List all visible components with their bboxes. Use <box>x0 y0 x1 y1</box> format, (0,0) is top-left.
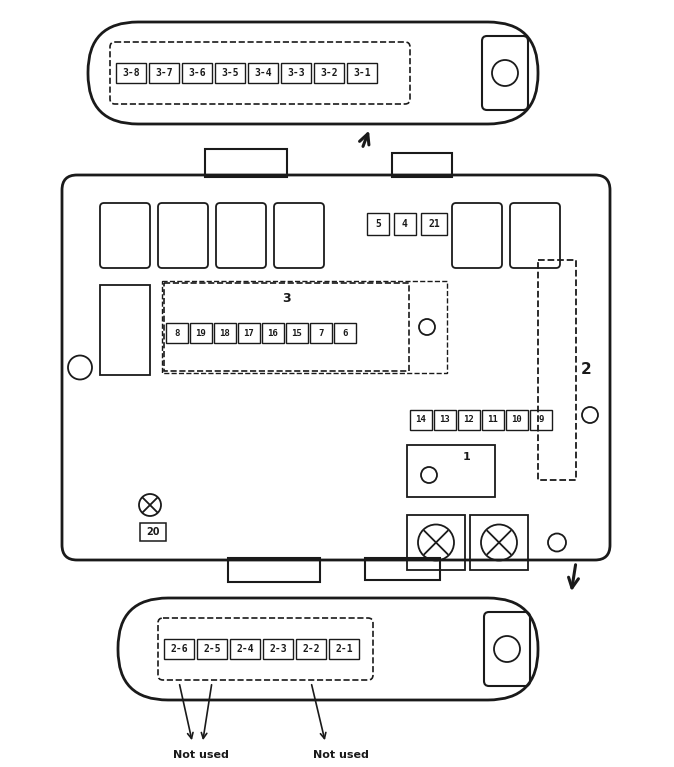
Bar <box>365 558 440 580</box>
Bar <box>164 283 409 371</box>
Text: 3-1: 3-1 <box>353 68 371 78</box>
Bar <box>100 285 150 375</box>
Bar <box>421 213 447 235</box>
Bar <box>334 323 356 343</box>
Bar <box>182 63 212 83</box>
Bar <box>214 323 236 343</box>
Text: 15: 15 <box>292 328 303 337</box>
Text: 3: 3 <box>282 292 290 305</box>
Bar <box>392 153 452 177</box>
Text: 2-2: 2-2 <box>302 644 319 654</box>
Text: 4: 4 <box>402 219 408 229</box>
Text: 3-3: 3-3 <box>287 68 305 78</box>
Bar <box>538 260 576 480</box>
Text: 14: 14 <box>416 416 427 424</box>
Text: 8: 8 <box>175 328 180 337</box>
Bar <box>407 445 495 497</box>
Bar <box>530 410 552 430</box>
Bar <box>197 639 227 659</box>
Bar <box>263 639 293 659</box>
Bar <box>238 323 260 343</box>
Bar <box>248 63 278 83</box>
Text: 18: 18 <box>220 328 231 337</box>
Bar <box>482 410 504 430</box>
Text: 12: 12 <box>464 416 474 424</box>
Text: 3-2: 3-2 <box>320 68 338 78</box>
Text: 2-6: 2-6 <box>171 644 188 654</box>
Bar <box>286 323 308 343</box>
Text: 2-3: 2-3 <box>269 644 287 654</box>
Bar <box>149 63 179 83</box>
Bar <box>310 323 332 343</box>
Text: 17: 17 <box>243 328 254 337</box>
Bar <box>394 213 416 235</box>
Bar <box>281 63 311 83</box>
Text: 2-5: 2-5 <box>203 644 221 654</box>
Text: 3-8: 3-8 <box>122 68 140 78</box>
Text: Not used: Not used <box>313 750 369 760</box>
Text: 2-4: 2-4 <box>236 644 254 654</box>
Bar <box>140 523 166 541</box>
Text: 20: 20 <box>146 527 160 537</box>
Text: 3-5: 3-5 <box>221 68 239 78</box>
Bar <box>162 281 447 373</box>
Bar <box>407 515 465 570</box>
Text: 2: 2 <box>580 363 591 377</box>
Text: 21: 21 <box>428 219 440 229</box>
Bar <box>506 410 528 430</box>
Bar <box>190 323 212 343</box>
Text: 19: 19 <box>195 328 206 337</box>
Text: 16: 16 <box>268 328 278 337</box>
Text: 11: 11 <box>487 416 498 424</box>
Bar <box>434 410 456 430</box>
Text: 3-7: 3-7 <box>155 68 173 78</box>
Text: 1: 1 <box>463 452 471 462</box>
Bar <box>215 63 245 83</box>
Text: 6: 6 <box>342 328 348 337</box>
Text: 3-6: 3-6 <box>188 68 206 78</box>
Text: 5: 5 <box>375 219 381 229</box>
Bar <box>205 149 287 177</box>
Bar <box>262 323 284 343</box>
Text: Not used: Not used <box>173 750 228 760</box>
Text: 9: 9 <box>539 416 544 424</box>
Bar <box>296 639 326 659</box>
Text: 13: 13 <box>439 416 450 424</box>
Bar <box>367 213 389 235</box>
Bar <box>116 63 146 83</box>
Bar <box>164 639 194 659</box>
Text: 10: 10 <box>512 416 522 424</box>
Bar <box>458 410 480 430</box>
Bar <box>329 639 359 659</box>
Text: 7: 7 <box>318 328 324 337</box>
Bar <box>470 515 528 570</box>
Bar <box>166 323 188 343</box>
Text: 3-4: 3-4 <box>254 68 272 78</box>
Bar <box>314 63 344 83</box>
Text: 2-1: 2-1 <box>335 644 353 654</box>
Bar <box>347 63 377 83</box>
Bar <box>228 558 320 582</box>
Bar <box>230 639 260 659</box>
Bar <box>410 410 432 430</box>
